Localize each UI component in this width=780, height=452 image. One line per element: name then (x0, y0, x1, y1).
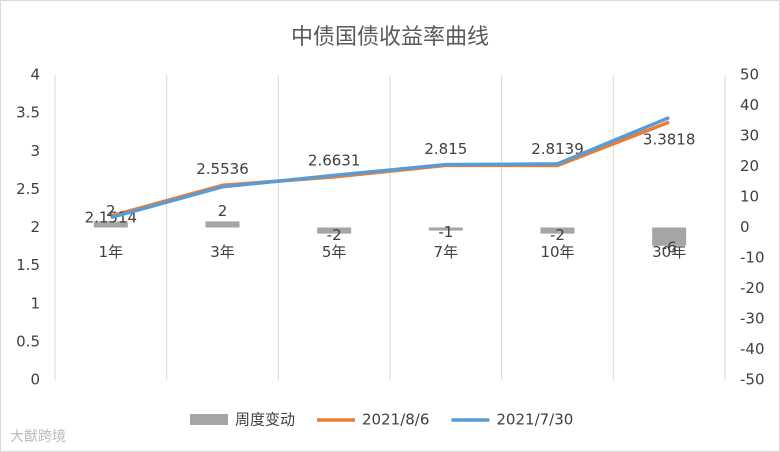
bar (205, 221, 240, 228)
bar (652, 227, 687, 246)
y-tick-label: 0.5 (16, 332, 40, 350)
y2-tick-label: 0 (740, 218, 750, 236)
bar-value-label: -1 (438, 223, 453, 241)
bar-value-label: 2 (106, 202, 116, 220)
bar-value-label: 2 (218, 202, 228, 220)
line (110, 115, 670, 220)
y2-tick-label: -40 (740, 340, 765, 358)
bar-value-label: -2 (327, 226, 342, 244)
y2-tick-label: 50 (740, 66, 759, 84)
line-value-label: 2.8139 (531, 140, 584, 158)
x-tick-label: 5年 (322, 243, 347, 261)
watermark: 大猷跨境 (10, 429, 66, 445)
y-tick-label: 1.5 (16, 256, 40, 274)
x-tick-label: 10年 (540, 243, 574, 261)
chart-title: 中债国债收益率曲线 (291, 25, 489, 50)
x-tick-label: 3年 (210, 243, 235, 261)
y-tick-label: 2 (30, 218, 40, 236)
y-tick-label: 1 (30, 294, 40, 312)
bar (93, 221, 128, 228)
y-tick-label: 3 (30, 142, 40, 160)
x-tick-label: 7年 (434, 243, 459, 261)
line-value-label: 3.3818 (643, 131, 696, 149)
y2-tick-label: 20 (740, 157, 759, 175)
y-tick-label: 3.5 (16, 104, 40, 122)
y2-tick-label: -30 (740, 310, 765, 328)
line-value-label: 2.6631 (308, 151, 361, 169)
line-value-label: 2.5536 (196, 160, 249, 178)
line-value-label: 2.815 (424, 140, 467, 158)
bar (540, 227, 575, 234)
y2-tick-label: 30 (740, 127, 759, 145)
y2-tick-label: 10 (740, 188, 759, 206)
bar (428, 227, 463, 231)
y-tick-label: 0 (30, 371, 40, 389)
legend-swatch (190, 414, 228, 425)
bar-value-label: -6 (662, 238, 677, 256)
y2-tick-label: 40 (740, 96, 759, 114)
legend-label: 2021/7/30 (496, 411, 573, 429)
y-tick-label: 4 (30, 66, 40, 84)
legend-label: 周度变动 (235, 411, 295, 429)
bar-value-label: -2 (550, 226, 565, 244)
legend-label: 2021/8/6 (362, 411, 429, 429)
y2-tick-label: -20 (740, 279, 765, 297)
x-tick-label: 30年 (652, 243, 686, 261)
y-tick-label: 2.5 (16, 180, 40, 198)
x-tick-label: 1年 (99, 243, 124, 261)
bar (317, 227, 352, 234)
y2-tick-label: -50 (740, 371, 765, 389)
y2-tick-label: -10 (740, 249, 765, 267)
